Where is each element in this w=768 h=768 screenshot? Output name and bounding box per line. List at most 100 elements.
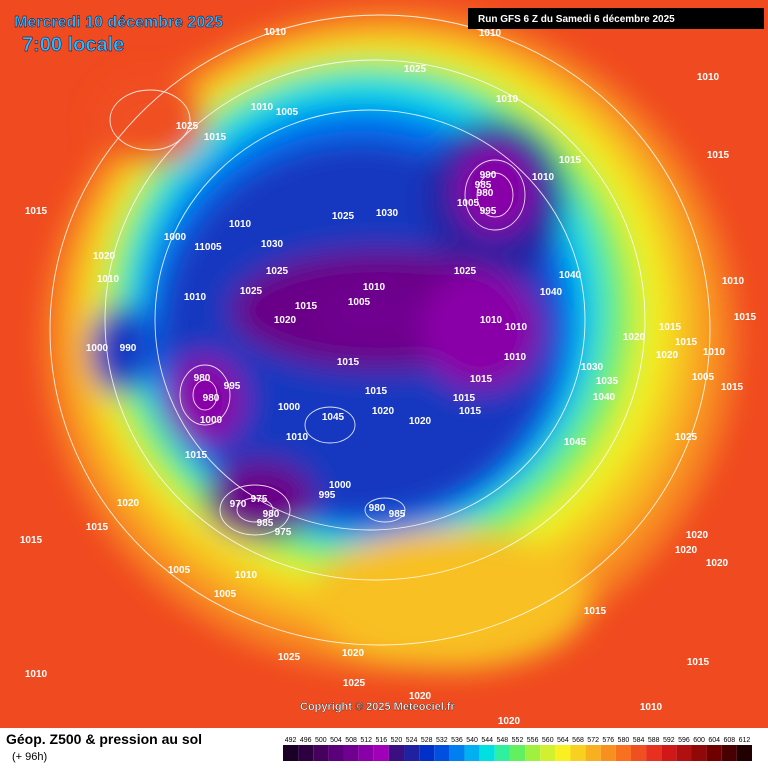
scale-label: 612 [739, 737, 751, 744]
isobar-label: 1020 [498, 716, 521, 727]
isobar-label: 1015 [470, 374, 493, 385]
isobar-label: 1010 [722, 276, 745, 287]
scale-swatch [736, 745, 752, 761]
scale-swatch [615, 745, 631, 761]
isobar-label: 985 [389, 509, 406, 520]
isobar-label: 1015 [295, 301, 318, 312]
scale-label: 576 [602, 737, 614, 744]
isobar-label: 1025 [266, 266, 289, 277]
isobar-label: 1025 [278, 652, 301, 663]
isobar-label: 995 [224, 381, 241, 392]
scale-swatch [570, 745, 586, 761]
isobar-label: 1010 [264, 27, 287, 38]
isobar-label: 1020 [706, 558, 729, 569]
scale-label: 548 [497, 737, 509, 744]
scale-swatch [691, 745, 707, 761]
isobar-label: 1010 [25, 669, 48, 680]
scale-label: 600 [693, 737, 705, 744]
isobar-label: 980 [203, 393, 220, 404]
isobar-label: 1015 [734, 312, 757, 323]
isobar-label: 1000 [164, 232, 187, 243]
scale-label: 492 [285, 737, 297, 744]
isobar-label: 1020 [623, 332, 646, 343]
isobar-label: 11005 [194, 242, 222, 253]
isobar-label: 1005 [276, 107, 299, 118]
scale-label: 496 [300, 737, 312, 744]
color-scale: 492 496 500 504 508 512 516 520 524 528 532 536 540 5… [283, 737, 752, 761]
isobar-label: 1010 [251, 102, 274, 113]
scale-swatch [479, 745, 495, 761]
isobar-label: 1010 [532, 172, 555, 183]
scale-label: 536 [451, 737, 463, 744]
isobar-label: 1005 [348, 297, 371, 308]
scale-label: 520 [391, 737, 403, 744]
scale-swatch [358, 745, 374, 761]
scale-label: 584 [633, 737, 645, 744]
isobar-label: 980 [369, 503, 386, 514]
isobar-label: 985 [257, 518, 274, 529]
isobar-label: 1010 [703, 347, 726, 358]
isobar-label: 1010 [286, 432, 309, 443]
scale-swatch [328, 745, 344, 761]
isobar-label: 1010 [697, 72, 720, 83]
isobar-label: 1010 [229, 219, 252, 230]
scale-label: 572 [587, 737, 599, 744]
isobar-label: 995 [480, 206, 497, 217]
isobar-label: 1020 [409, 691, 432, 702]
isobar-label: 1015 [453, 393, 476, 404]
scale-swatch [540, 745, 556, 761]
scale-label: 568 [572, 737, 584, 744]
isobar-label: 1010 [235, 570, 258, 581]
isobar-label: 1000 [278, 402, 301, 413]
isobar-label: 975 [251, 494, 268, 505]
scale-label: 592 [663, 737, 675, 744]
footer-lead: (+ 96h) [12, 751, 47, 763]
scale-swatch [661, 745, 677, 761]
scale-label: 508 [345, 737, 357, 744]
isobar-label: 1000 [200, 415, 223, 426]
scale-label: 552 [512, 737, 524, 744]
scale-swatch [676, 745, 692, 761]
isobar-label: 1005 [692, 372, 715, 383]
isobar-label: 1030 [261, 239, 284, 250]
isobar-label: 990 [120, 343, 137, 354]
isobar-label: 1035 [596, 376, 619, 387]
isobar-label: 1025 [675, 432, 698, 443]
scale-label: 500 [315, 737, 327, 744]
isobar-label: 1015 [675, 337, 698, 348]
forecast-date: Mercredi 10 décembre 2025 [14, 14, 223, 31]
isobar-label: 1030 [376, 208, 399, 219]
scale-label: 608 [723, 737, 735, 744]
forecast-time: 7:00 locale [22, 34, 124, 56]
scale-label: 544 [481, 737, 493, 744]
scale-swatch [464, 745, 480, 761]
isobar-label: 1015 [337, 357, 360, 368]
scale-label: 596 [678, 737, 690, 744]
isobar-label: 1020 [686, 530, 709, 541]
scale-swatch [298, 745, 314, 761]
isobar-label: 1020 [274, 315, 297, 326]
isobar-label: 1030 [581, 362, 604, 373]
scale-swatch [600, 745, 616, 761]
isobar-label: 1015 [459, 406, 482, 417]
isobar-label: 985 [475, 180, 492, 191]
scale-swatch [555, 745, 571, 761]
isobar-label: 980 [263, 509, 280, 520]
isobar-label: 1010 [496, 94, 519, 105]
scale-label: 516 [375, 737, 387, 744]
isobar-label: 1015 [707, 150, 730, 161]
scale-swatch [343, 745, 359, 761]
isobar-label: 1015 [659, 322, 682, 333]
isobar-label: 1020 [675, 545, 698, 556]
isobars [49, 14, 711, 646]
scale-swatch [313, 745, 329, 761]
isobar-label: 1040 [593, 392, 616, 403]
isobar-label: 990 [480, 170, 497, 181]
isobar-label: 1010 [184, 292, 207, 303]
isobar-label: 1015 [559, 155, 582, 166]
isobar-label: 970 [230, 499, 247, 510]
scale-swatch [630, 745, 647, 761]
scale-swatch [525, 745, 541, 761]
